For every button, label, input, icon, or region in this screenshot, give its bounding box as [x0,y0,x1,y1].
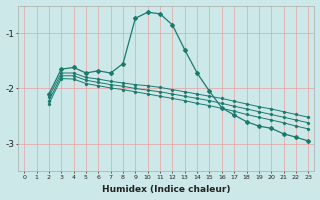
X-axis label: Humidex (Indice chaleur): Humidex (Indice chaleur) [102,185,230,194]
